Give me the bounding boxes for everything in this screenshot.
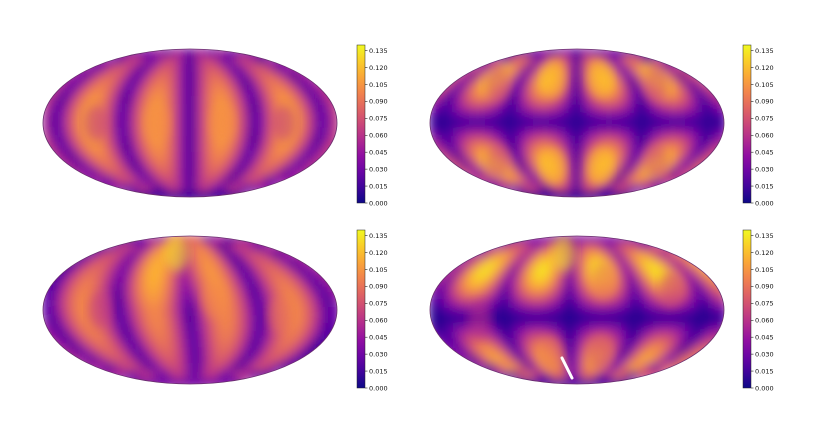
colorbar-tick-label: 0.015	[369, 182, 388, 190]
colorbar-tick-label: 0.000	[755, 384, 774, 392]
map-lobe	[267, 297, 292, 334]
colorbar-tick-label: 0.015	[755, 182, 774, 190]
colorbar-tick-label: 0.015	[369, 367, 388, 375]
map-lobe	[84, 105, 109, 141]
map-panel-3	[42, 235, 338, 385]
colorbar-tick-label: 0.015	[755, 367, 774, 375]
colorbar-tick-label: 0.105	[369, 266, 388, 274]
colorbar-tick-label: 0.075	[369, 115, 388, 123]
colorbar-tick-label: 0.135	[369, 232, 388, 240]
colorbar-tick-label: 0.135	[755, 232, 774, 240]
map-panel-2	[429, 48, 725, 198]
map-lobe	[271, 105, 296, 141]
map-lobe	[541, 148, 566, 185]
colorbar-tick-label: 0.120	[369, 249, 388, 257]
colorbar-tick-label: 0.000	[369, 384, 388, 392]
colorbar-1: 0.000 0.015 0.030 0.045 0.060 0.075 0.090 0.105…	[356, 44, 388, 207]
colorbar-tick-label: 0.090	[755, 283, 774, 291]
colorbar-gradient	[742, 44, 752, 204]
colorbar-tick-label: 0.135	[369, 47, 388, 55]
colorbar-tick-label: 0.060	[755, 132, 774, 140]
map-outline	[429, 235, 725, 385]
colorbar-tick-label: 0.000	[369, 199, 388, 207]
colorbar-tick-label: 0.045	[369, 149, 388, 157]
map-lobe	[538, 335, 563, 372]
colorbar-tick-label: 0.000	[755, 199, 774, 207]
colorbar-tick-label: 0.045	[755, 149, 774, 157]
map-lobe	[588, 148, 613, 185]
map-lobe	[644, 144, 669, 181]
colorbar-tick-label: 0.090	[755, 98, 774, 106]
map-outline	[42, 235, 338, 385]
colorbar-tick-label: 0.075	[369, 300, 388, 308]
map-lobe	[644, 65, 669, 102]
map-lobe	[485, 144, 510, 181]
colorbar-4: 0.000 0.015 0.030 0.045 0.060 0.075 0.090 0.105…	[742, 229, 774, 392]
map-lobe	[210, 105, 235, 141]
colorbar-tick-label: 0.135	[755, 47, 774, 55]
colorbar-tick-label: 0.045	[369, 334, 388, 342]
colorbar-tick-label: 0.030	[755, 350, 774, 358]
map-panel-4	[429, 235, 725, 385]
map-lobe	[88, 292, 113, 328]
colorbar-tick-label: 0.030	[755, 165, 774, 173]
colorbar-3: 0.000 0.015 0.030 0.045 0.060 0.075 0.090 0.105…	[356, 229, 388, 392]
colorbar-tick-label: 0.090	[369, 98, 388, 106]
map-lobe	[145, 105, 170, 141]
map-lobe	[541, 61, 566, 98]
map-lobe	[551, 236, 576, 272]
map-lobe	[202, 281, 227, 318]
colorbar-tick-label: 0.075	[755, 300, 774, 308]
map-outline	[42, 48, 338, 198]
colorbar-tick-label: 0.075	[755, 115, 774, 123]
colorbar-tick-label: 0.105	[755, 81, 774, 89]
colorbar-tick-label: 0.060	[369, 317, 388, 325]
colorbar-gradient	[742, 229, 752, 389]
colorbar-gradient	[356, 44, 366, 204]
map-lobe	[467, 302, 492, 339]
colorbar-gradient	[356, 229, 366, 389]
map-lobe	[485, 65, 510, 102]
colorbar-tick-label: 0.060	[755, 317, 774, 325]
artifact-streak	[560, 356, 574, 380]
colorbar-2: 0.000 0.015 0.030 0.045 0.060 0.075 0.090 0.105…	[742, 44, 774, 207]
map-lobe	[659, 271, 684, 308]
map-lobe	[588, 335, 613, 372]
map-outline	[429, 48, 725, 198]
colorbar-tick-label: 0.060	[369, 132, 388, 140]
colorbar-tick-label: 0.105	[369, 81, 388, 89]
colorbar-tick-label: 0.030	[369, 165, 388, 173]
map-lobe	[588, 61, 613, 98]
map-lobe	[164, 236, 189, 272]
colorbar-tick-label: 0.120	[369, 64, 388, 72]
colorbar-tick-label: 0.030	[369, 350, 388, 358]
map-panel-1	[42, 48, 338, 198]
colorbar-tick-label: 0.090	[369, 283, 388, 291]
colorbar-tick-label: 0.045	[755, 334, 774, 342]
colorbar-tick-label: 0.120	[755, 249, 774, 257]
map-lobe	[591, 262, 616, 299]
colorbar-tick-label: 0.105	[755, 266, 774, 274]
colorbar-tick-label: 0.120	[755, 64, 774, 72]
